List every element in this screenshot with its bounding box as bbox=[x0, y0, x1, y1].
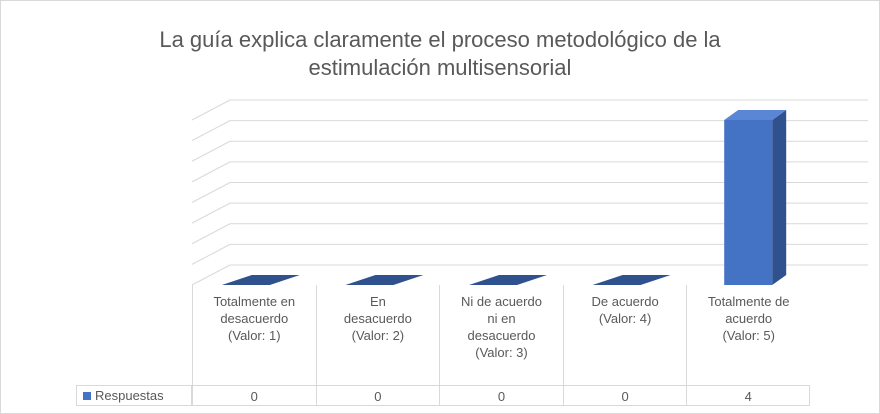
bar-front bbox=[724, 120, 773, 285]
grid-line-side bbox=[191, 99, 231, 121]
bar-top bbox=[592, 275, 671, 285]
table-value: 4 bbox=[686, 385, 810, 406]
legend-label: Respuestas bbox=[95, 388, 164, 403]
bar-top bbox=[469, 275, 547, 285]
grid-line-side bbox=[191, 264, 231, 286]
grid-line-side bbox=[191, 161, 231, 183]
grid-line-side bbox=[191, 202, 231, 224]
table-value: 0 bbox=[562, 385, 687, 406]
table-value: 0 bbox=[439, 385, 563, 406]
table-value: 0 bbox=[315, 385, 440, 406]
bar bbox=[592, 275, 671, 285]
grid-line-side bbox=[191, 223, 231, 245]
grid-line-side bbox=[191, 182, 231, 203]
bar bbox=[724, 110, 787, 285]
bar-side bbox=[772, 110, 787, 285]
bar bbox=[345, 275, 424, 285]
category-label: Totalmente en desacuerdo (Valor: 1) bbox=[192, 285, 316, 385]
bar-top bbox=[345, 275, 424, 285]
category-label: Totalmente de acuerdo (Valor: 5) bbox=[686, 285, 810, 385]
grid-line-side bbox=[191, 120, 231, 142]
legend-swatch bbox=[83, 392, 91, 400]
category-label: Ni de acuerdo ni en desacuerdo (Valor: 3… bbox=[439, 285, 563, 385]
bar-top bbox=[221, 275, 300, 285]
chart-title: La guía explica claramente el proceso me… bbox=[159, 27, 721, 80]
table-value: 0 bbox=[192, 385, 316, 406]
grid-line-side bbox=[191, 243, 231, 265]
bar bbox=[221, 275, 300, 285]
grid-line-side bbox=[191, 140, 231, 162]
category-label: En desacuerdo (Valor: 2) bbox=[315, 285, 440, 385]
bar-top bbox=[724, 110, 787, 120]
category-label: De acuerdo (Valor: 4) bbox=[562, 285, 687, 385]
legend: Respuestas bbox=[76, 385, 192, 406]
bar bbox=[469, 275, 547, 285]
